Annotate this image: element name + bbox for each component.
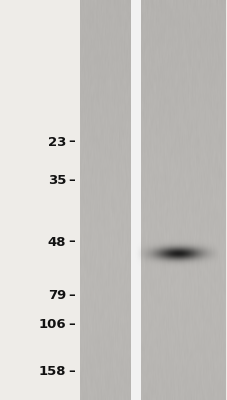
- Text: –: –: [68, 236, 75, 248]
- Text: 79: 79: [48, 289, 66, 302]
- Text: –: –: [68, 365, 75, 378]
- Text: –: –: [68, 289, 75, 302]
- Text: 23: 23: [47, 136, 66, 148]
- Text: –: –: [68, 318, 75, 331]
- Text: 106: 106: [38, 318, 66, 331]
- Text: 35: 35: [47, 174, 66, 187]
- Text: 48: 48: [47, 236, 66, 248]
- Text: 158: 158: [38, 365, 66, 378]
- Text: –: –: [68, 136, 75, 148]
- Text: –: –: [68, 174, 75, 187]
